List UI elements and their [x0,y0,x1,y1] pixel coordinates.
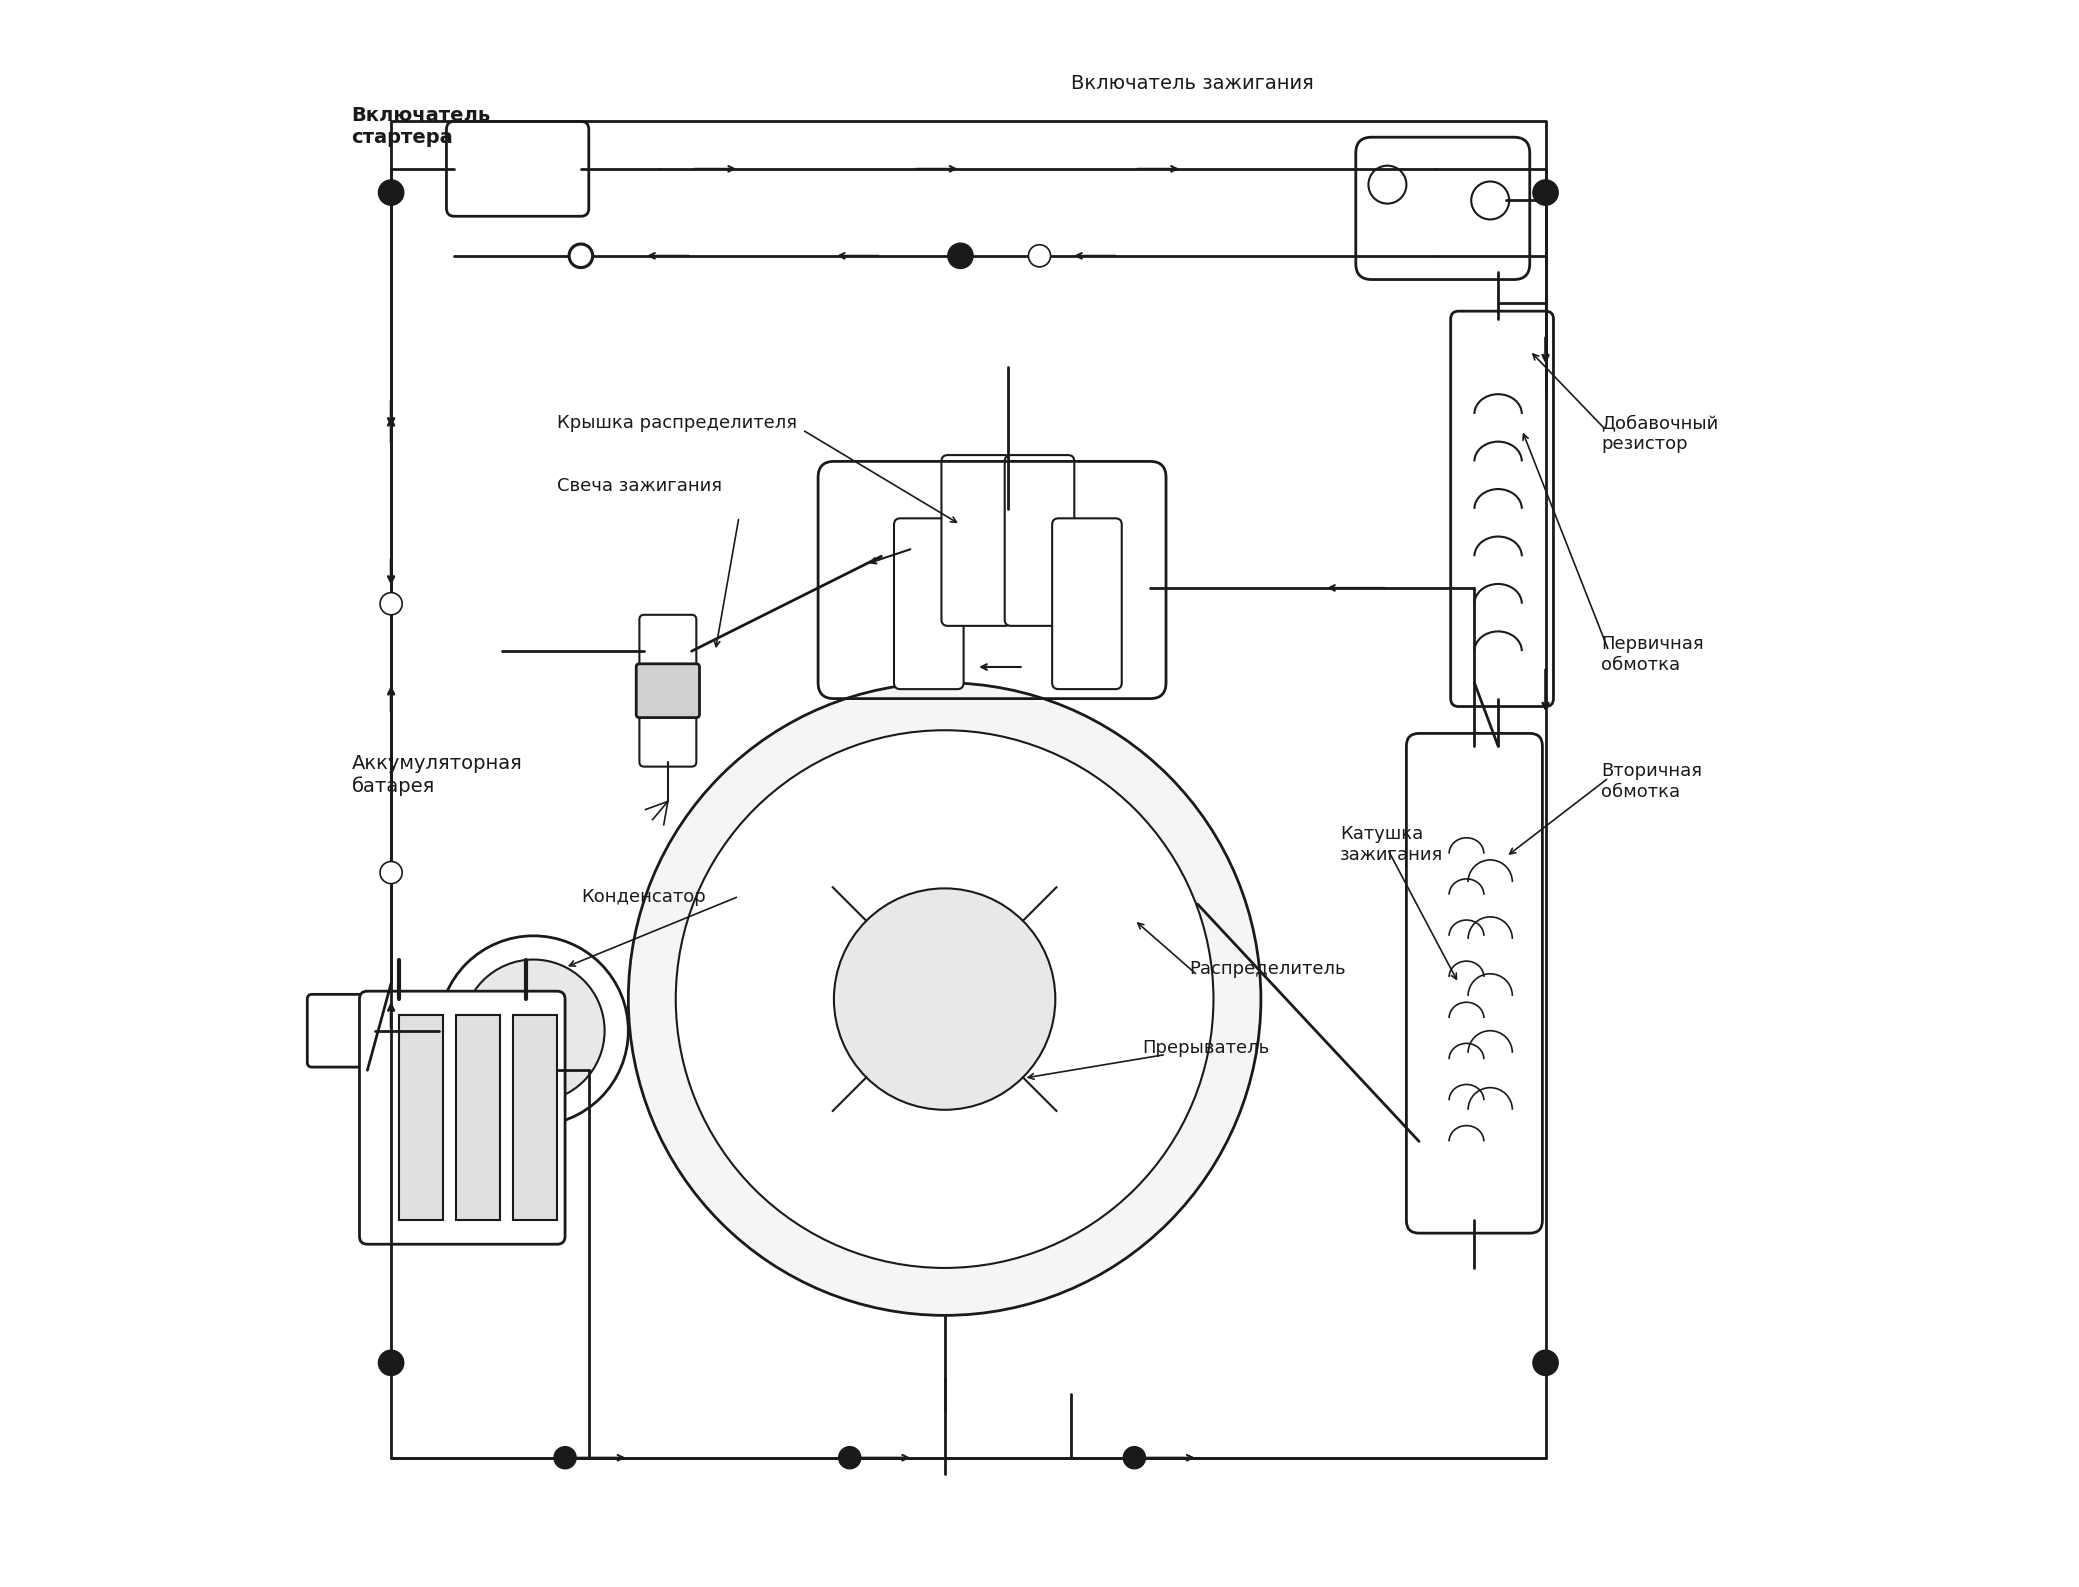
FancyBboxPatch shape [636,663,699,717]
Circle shape [553,1447,576,1470]
Circle shape [1368,165,1405,203]
FancyBboxPatch shape [360,992,565,1244]
Circle shape [380,592,401,614]
Circle shape [378,179,403,205]
Circle shape [1472,181,1509,219]
FancyBboxPatch shape [1405,733,1543,1233]
Circle shape [1532,1351,1559,1376]
FancyBboxPatch shape [1356,136,1530,279]
Text: Включатель зажигания: Включатель зажигания [1071,75,1314,94]
Circle shape [570,244,593,267]
FancyBboxPatch shape [455,1016,501,1220]
FancyBboxPatch shape [1004,455,1075,625]
FancyBboxPatch shape [894,519,963,689]
Text: Катушка
зажигания: Катушка зажигания [1341,825,1443,863]
Circle shape [439,936,628,1125]
Circle shape [948,243,973,268]
Circle shape [838,1447,861,1470]
Text: Свеча зажигания: Свеча зажигания [557,478,721,495]
Text: Вторичная
обмотка: Вторичная обмотка [1601,762,1703,801]
Text: Конденсатор: Конденсатор [580,889,705,906]
Text: Первичная
обмотка: Первичная обмотка [1601,635,1703,674]
Circle shape [628,682,1260,1316]
FancyBboxPatch shape [399,1016,443,1220]
Circle shape [676,730,1214,1268]
Text: Добавочный
резистор: Добавочный резистор [1601,414,1717,452]
FancyBboxPatch shape [447,121,588,216]
Circle shape [1123,1447,1146,1470]
Circle shape [834,889,1056,1109]
Text: Распределитель: Распределитель [1189,960,1347,978]
FancyBboxPatch shape [1451,311,1553,706]
Circle shape [1029,244,1050,267]
Text: Крышка распределителя: Крышка распределителя [557,414,796,432]
FancyBboxPatch shape [942,455,1010,625]
Circle shape [1532,179,1559,205]
Text: Прерыватель: Прерыватель [1141,1038,1270,1057]
Circle shape [462,960,605,1101]
FancyBboxPatch shape [514,1016,557,1220]
Circle shape [378,1351,403,1376]
FancyBboxPatch shape [640,614,696,767]
Text: Включатель
стартера: Включатель стартера [351,106,491,146]
FancyBboxPatch shape [308,995,380,1066]
Text: Аккумуляторная
батарея: Аккумуляторная батарея [351,754,522,795]
Circle shape [568,243,593,268]
Circle shape [380,862,401,884]
FancyBboxPatch shape [1052,519,1123,689]
